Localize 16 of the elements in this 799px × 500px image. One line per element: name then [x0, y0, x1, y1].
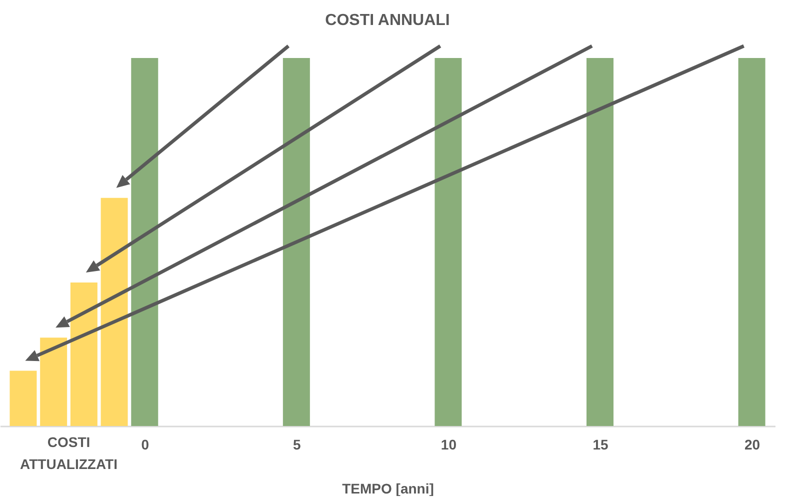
x-tick-label: 15: [592, 436, 608, 452]
bar: [131, 58, 158, 426]
x-tick-label: 10: [440, 436, 457, 452]
bar: [100, 198, 128, 426]
bar: [434, 58, 462, 426]
bar: [10, 370, 37, 426]
x-tick-label: 5: [293, 436, 302, 452]
bar: [70, 282, 98, 426]
bar: [40, 338, 68, 426]
bar: [738, 58, 766, 426]
x-tick-label: 20: [744, 436, 760, 452]
chart-title: COSTI ANNUALI: [325, 12, 450, 29]
bar: [586, 58, 614, 426]
bar: [282, 58, 310, 426]
text: COSTI ATTUALIZZATI: [20, 434, 118, 472]
x-tick-label: 0: [141, 436, 150, 452]
